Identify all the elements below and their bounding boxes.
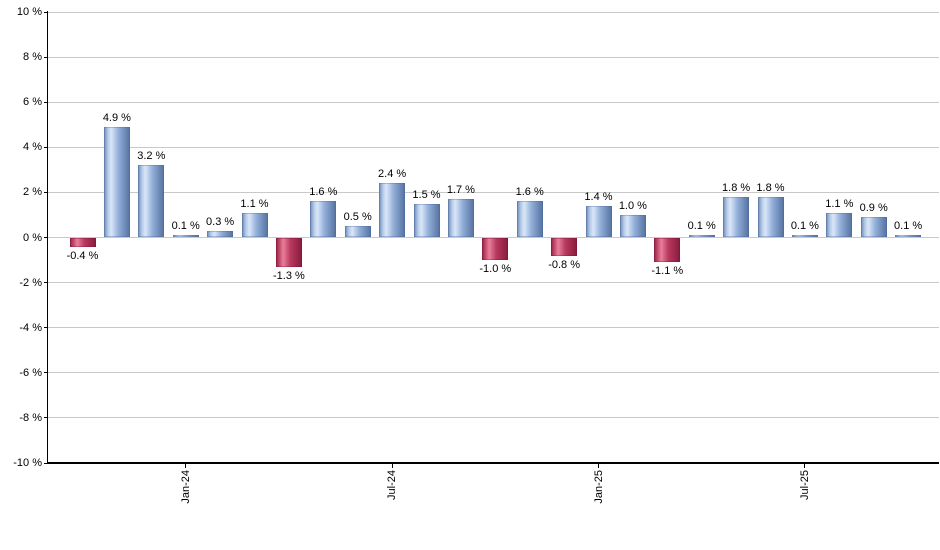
bar-value-label: 1.4 % [584, 190, 613, 203]
bar [516, 201, 543, 238]
y-axis-label: 6 % [23, 96, 42, 109]
bar-value-label: 3.2 % [137, 150, 166, 163]
x-axis-tick-label: Jan-25 [592, 470, 605, 504]
bar [585, 205, 612, 238]
bar [413, 203, 440, 238]
x-axis-tick [804, 463, 806, 468]
gridline [48, 327, 939, 329]
y-axis-tick [44, 417, 48, 419]
y-axis-label: -10 % [13, 457, 42, 469]
x-axis-tick-label: Jul-25 [798, 470, 811, 500]
y-axis-label: 10 % [16, 6, 42, 18]
y-axis-label: -2 % [19, 276, 42, 289]
bar-value-label: -0.4 % [66, 249, 99, 262]
bar [310, 201, 337, 238]
y-axis-tick [44, 101, 48, 103]
x-axis-line [47, 462, 939, 464]
gridline [48, 11, 939, 13]
gridline [48, 282, 939, 284]
bar-value-label: 1.5 % [412, 188, 441, 201]
bar [241, 212, 268, 238]
y-axis-line [47, 11, 48, 464]
bar-value-label: 0.3 % [206, 215, 235, 228]
bar-value-label: 1.7 % [446, 184, 475, 197]
y-axis-tick [44, 191, 48, 193]
gridline [48, 417, 939, 419]
y-axis-tick [44, 327, 48, 329]
bar [723, 196, 750, 238]
gridline [48, 146, 939, 148]
bar [344, 226, 371, 238]
y-axis-tick [44, 237, 48, 238]
bar [172, 235, 199, 238]
bar [103, 127, 130, 238]
bar-value-label: 1.0 % [618, 199, 647, 212]
y-axis-label: -6 % [19, 366, 42, 379]
y-axis-tick [44, 282, 48, 284]
bar-value-label: -1.0 % [479, 263, 512, 276]
bar-value-label: 4.9 % [102, 112, 131, 124]
y-axis-tick [44, 56, 48, 58]
bar-value-label: 0.5 % [343, 211, 372, 224]
bar-value-label: 0.1 % [894, 220, 923, 233]
bar-value-label: 1.6 % [515, 186, 544, 199]
bar-value-label: -1.1 % [651, 265, 684, 278]
bar-value-label: -1.3 % [272, 269, 305, 282]
bar-value-label: 1.1 % [240, 197, 269, 210]
bar-value-label: 1.8 % [722, 181, 751, 194]
y-axis-label: -4 % [19, 321, 42, 334]
bar [207, 230, 234, 238]
bar-value-label: 0.1 % [790, 220, 819, 233]
bar [551, 237, 578, 256]
bar [791, 235, 818, 238]
bar [654, 237, 681, 263]
y-axis-tick [44, 146, 48, 148]
bar-value-label: 1.8 % [756, 181, 785, 194]
bar [447, 199, 474, 238]
x-axis-tick [598, 463, 599, 468]
gridline [48, 191, 939, 193]
y-axis-label: 4 % [23, 141, 42, 154]
bar [379, 183, 406, 238]
y-axis-tick [44, 11, 48, 13]
gridline [48, 101, 939, 103]
bar-value-label: 0.9 % [859, 202, 888, 215]
bar-value-label: 2.4 % [378, 168, 407, 181]
y-axis-tick [44, 372, 48, 374]
bar [826, 212, 853, 238]
bar [482, 237, 509, 261]
y-axis-label: -8 % [19, 411, 42, 424]
gridline [48, 56, 939, 58]
y-axis-label: 2 % [23, 186, 42, 199]
bar [138, 165, 165, 238]
bar-value-label: 0.1 % [687, 220, 716, 233]
bar [688, 235, 715, 238]
gridline [48, 372, 939, 374]
x-axis-tick [391, 463, 393, 468]
bar-value-label: 1.1 % [825, 197, 854, 210]
bar [275, 237, 302, 267]
bar [895, 235, 922, 238]
y-axis-tick [44, 462, 48, 464]
bar-value-label: 1.6 % [309, 186, 338, 199]
x-axis-tick-label: Jul-24 [386, 470, 399, 500]
y-axis-label: 8 % [23, 51, 42, 64]
bar [860, 217, 887, 238]
bar-value-label: 0.1 % [171, 220, 200, 233]
x-axis-tick [185, 463, 187, 468]
bar [69, 237, 96, 247]
y-axis-label: 0 % [23, 231, 42, 244]
bar [619, 214, 646, 238]
bar-value-label: -0.8 % [548, 258, 580, 271]
bar [757, 196, 784, 238]
x-axis-tick-label: Jan-24 [179, 470, 192, 504]
